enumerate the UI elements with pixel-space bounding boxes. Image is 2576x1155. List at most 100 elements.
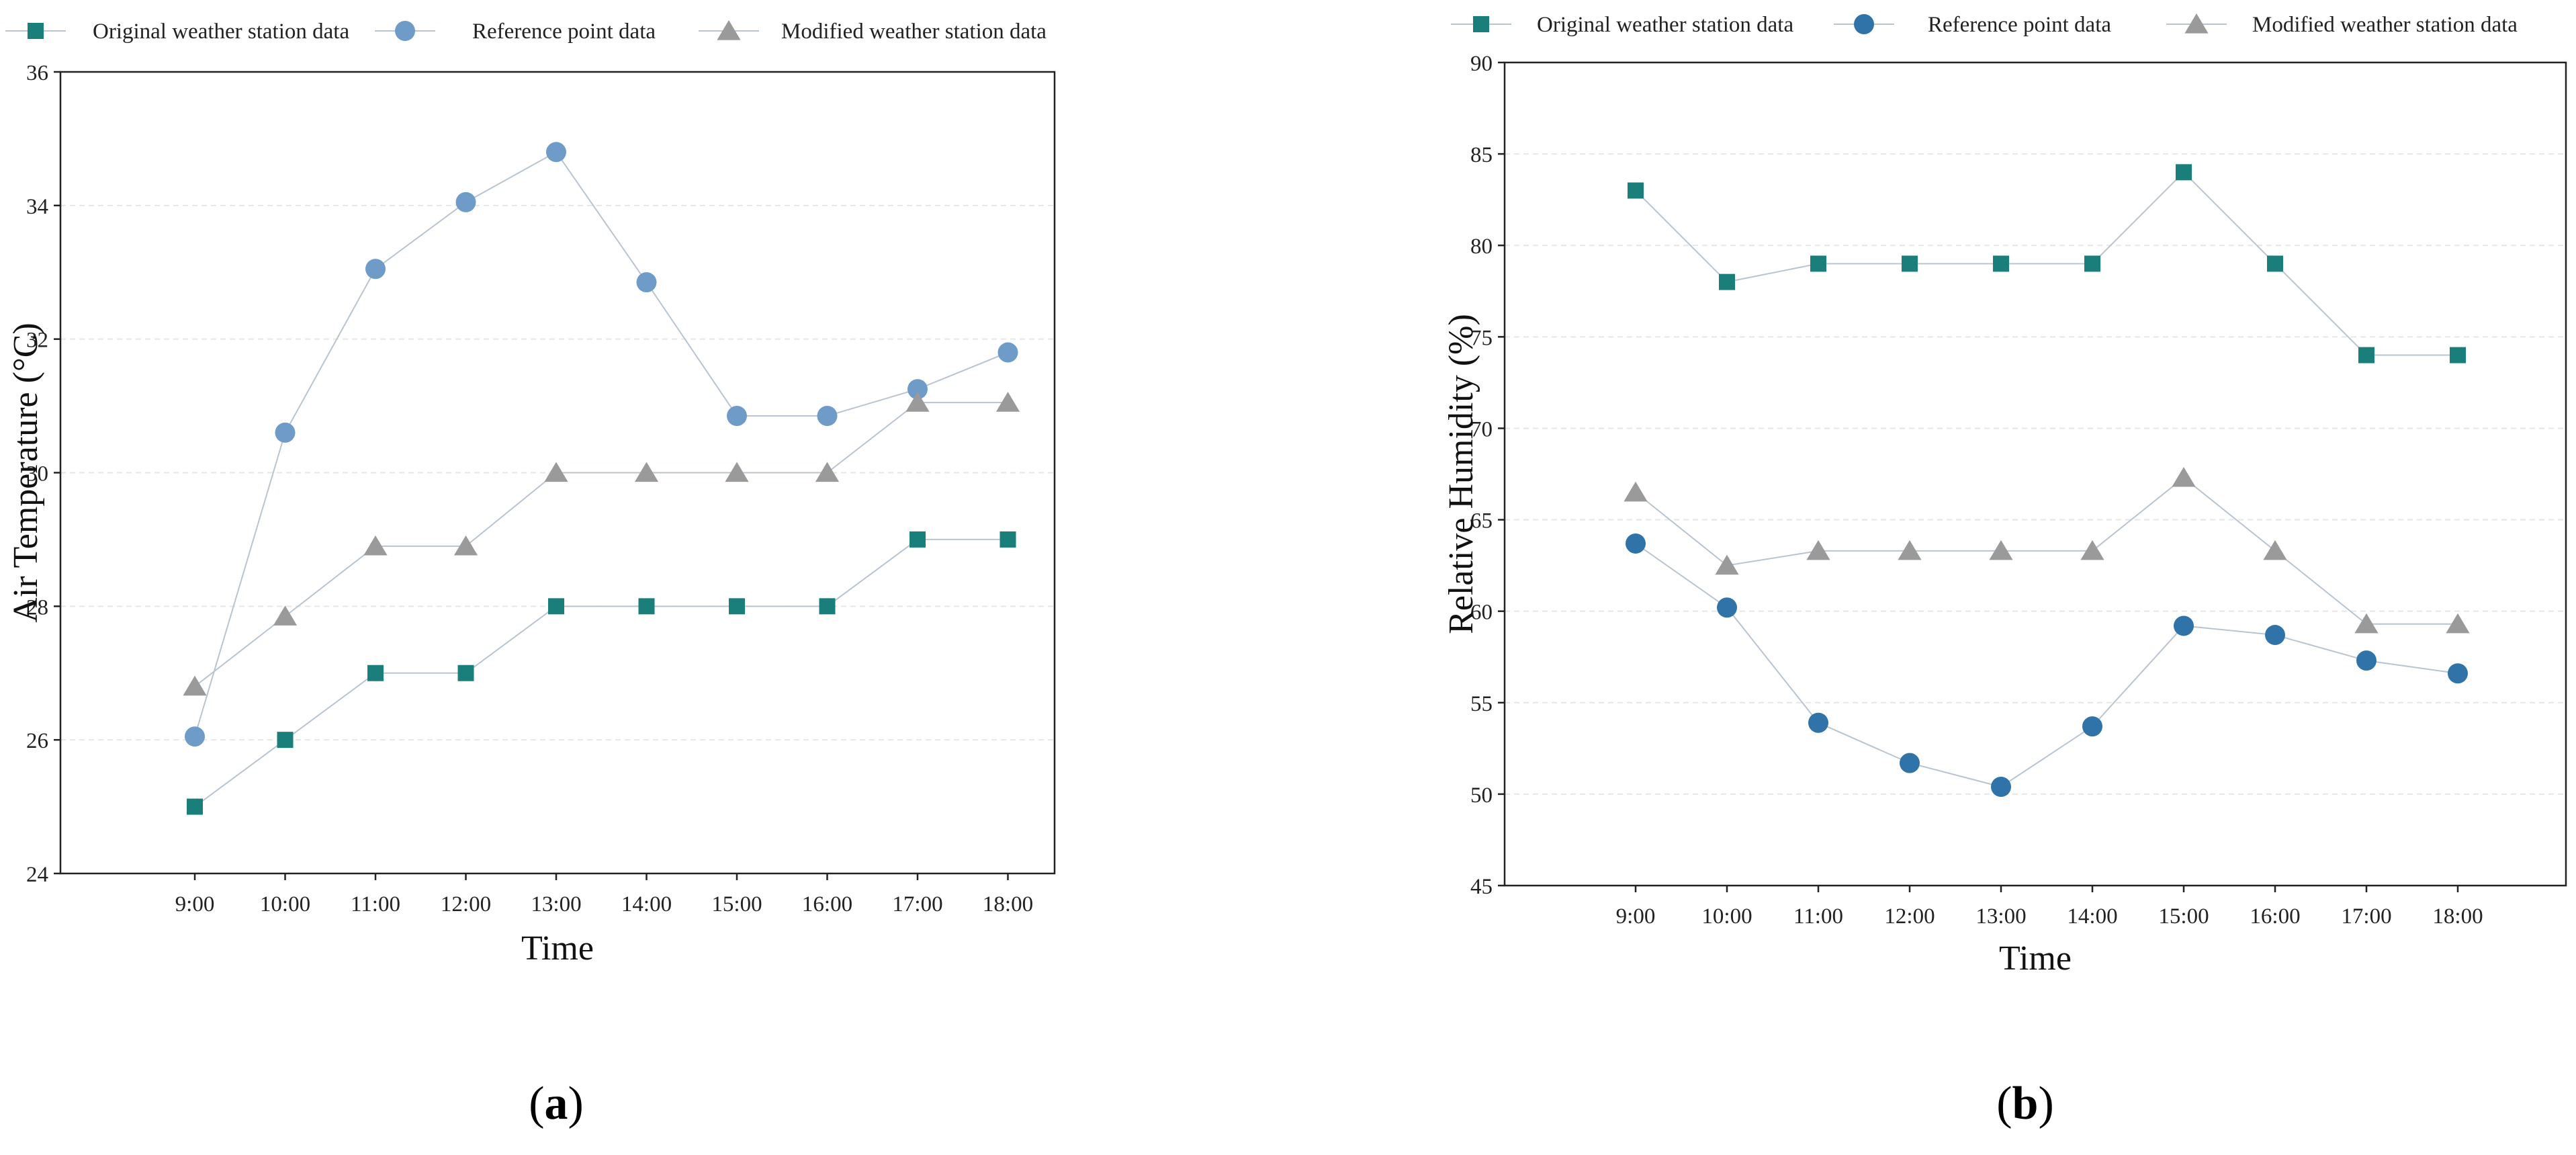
data-point-triangle (1989, 540, 2013, 560)
data-point-circle (907, 379, 928, 400)
x-tick-label: 9:00 (1616, 904, 1656, 929)
data-point-triangle (995, 392, 1020, 412)
data-point-circle (455, 191, 476, 212)
data-point-square (548, 598, 564, 615)
data-point-square (1902, 255, 1918, 272)
y-tick-label: 36 (26, 61, 48, 85)
legend-marker-square (1473, 16, 1489, 32)
data-point-circle (2356, 650, 2377, 671)
x-tick-label: 17:00 (892, 892, 942, 916)
x-tick-label: 14:00 (621, 892, 672, 916)
data-point-square (819, 598, 836, 615)
data-point-triangle (815, 462, 840, 482)
data-point-square (2267, 255, 2283, 272)
y-tick-label: 30 (26, 462, 48, 486)
y-tick-label: 60 (1470, 601, 1493, 625)
data-point-circle (997, 342, 1018, 363)
data-point-square (1000, 531, 1016, 548)
legend-marker-triangle (2184, 13, 2209, 34)
data-point-square (1810, 255, 1826, 272)
legend-marker-square (28, 23, 44, 39)
data-point-square (638, 598, 655, 615)
y-tick-label: 32 (26, 329, 48, 353)
x-tick-label: 15:00 (2158, 904, 2209, 929)
y-tick-label: 45 (1470, 875, 1493, 899)
data-point-circle (1900, 753, 1920, 773)
data-point-square (187, 798, 203, 815)
legend-label: Modified weather station data (2252, 13, 2518, 37)
x-tick-label: 13:00 (1975, 904, 2026, 929)
legend-label: Reference point data (1928, 13, 2111, 37)
y-axis-label: Air Temperature (°C) (7, 323, 45, 622)
data-point-triangle (363, 535, 388, 556)
x-tick-label: 16:00 (802, 892, 852, 916)
data-point-circle (636, 272, 657, 293)
legend-label: Original weather station data (1537, 13, 1793, 37)
x-tick-label: 18:00 (2432, 904, 2483, 929)
data-point-triangle (1715, 554, 1739, 575)
y-tick-label: 55 (1470, 692, 1493, 716)
data-point-circle (727, 405, 747, 426)
data-point-circle (1808, 712, 1828, 733)
x-axis-label: Time (521, 929, 594, 968)
y-tick-label: 85 (1470, 143, 1493, 167)
data-point-circle (275, 422, 296, 443)
data-point-square (1719, 273, 1735, 290)
data-point-triangle (634, 462, 659, 482)
x-tick-label: 10:00 (260, 892, 310, 916)
data-point-circle (2174, 615, 2194, 636)
data-point-circle (185, 726, 205, 747)
x-tick-label: 13:00 (531, 892, 581, 916)
x-tick-label: 10:00 (1701, 904, 1752, 929)
legend-label: Modified weather station data (781, 19, 1047, 44)
data-point-triangle (2263, 540, 2287, 560)
chart-b-relative-humidity: 45 50 55 60 65 70 75 80 85 90 9:00 10:00 11:00 12:00 1… (1442, 13, 2567, 1129)
data-point-triangle (544, 462, 568, 482)
y-tick-label: 28 (26, 595, 48, 619)
data-point-triangle (1806, 540, 1830, 560)
data-point-triangle (1624, 481, 1648, 502)
data-point-square (2358, 347, 2374, 363)
data-point-triangle (1898, 540, 1922, 560)
data-point-triangle (725, 462, 749, 482)
data-point-triangle (2080, 540, 2104, 560)
x-tick-label: 15:00 (711, 892, 762, 916)
data-point-circle (546, 142, 566, 163)
data-point-circle (2448, 663, 2468, 684)
legend-label: Reference point data (472, 19, 656, 44)
data-point-triangle (2446, 613, 2470, 634)
y-tick-label: 90 (1470, 52, 1493, 76)
x-tick-label: 12:00 (441, 892, 491, 916)
x-tick-label: 12:00 (1884, 904, 1935, 929)
data-point-square (2450, 347, 2466, 363)
panel-paren-close: ) (568, 1078, 584, 1129)
x-tick-label: 11:00 (351, 892, 400, 916)
data-point-square (909, 531, 926, 548)
series-line-square (194, 538, 1008, 808)
x-tick-label: 18:00 (983, 892, 1033, 916)
data-point-triangle (453, 535, 478, 556)
legend-marker-circle (1854, 14, 1874, 34)
data-point-square (367, 665, 384, 681)
data-point-square (2176, 164, 2192, 181)
data-point-circle (1717, 597, 1737, 618)
series-line-triangle (1635, 476, 2458, 625)
data-point-square (729, 598, 745, 615)
series-line-square (1635, 171, 2458, 356)
data-point-triangle (905, 392, 930, 412)
legend-marker-circle (395, 21, 415, 41)
panel-letter: a (545, 1078, 568, 1129)
plot-frame (1503, 61, 2567, 887)
x-tick-label: 11:00 (1793, 904, 1843, 929)
panel-paren-close: ) (2038, 1078, 2053, 1129)
data-point-square (277, 732, 294, 748)
panel-paren-open: ( (1996, 1078, 2012, 1129)
data-point-circle (1991, 777, 2011, 797)
data-point-triangle (183, 675, 207, 696)
legend-marker-triangle (717, 20, 741, 40)
panel-letter: b (2012, 1078, 2039, 1129)
panel-label: (a) (529, 1078, 584, 1129)
y-axis-label: Relative Humidity (%) (1442, 314, 1480, 634)
panel-paren-open: ( (529, 1078, 544, 1129)
data-point-circle (2082, 716, 2102, 737)
